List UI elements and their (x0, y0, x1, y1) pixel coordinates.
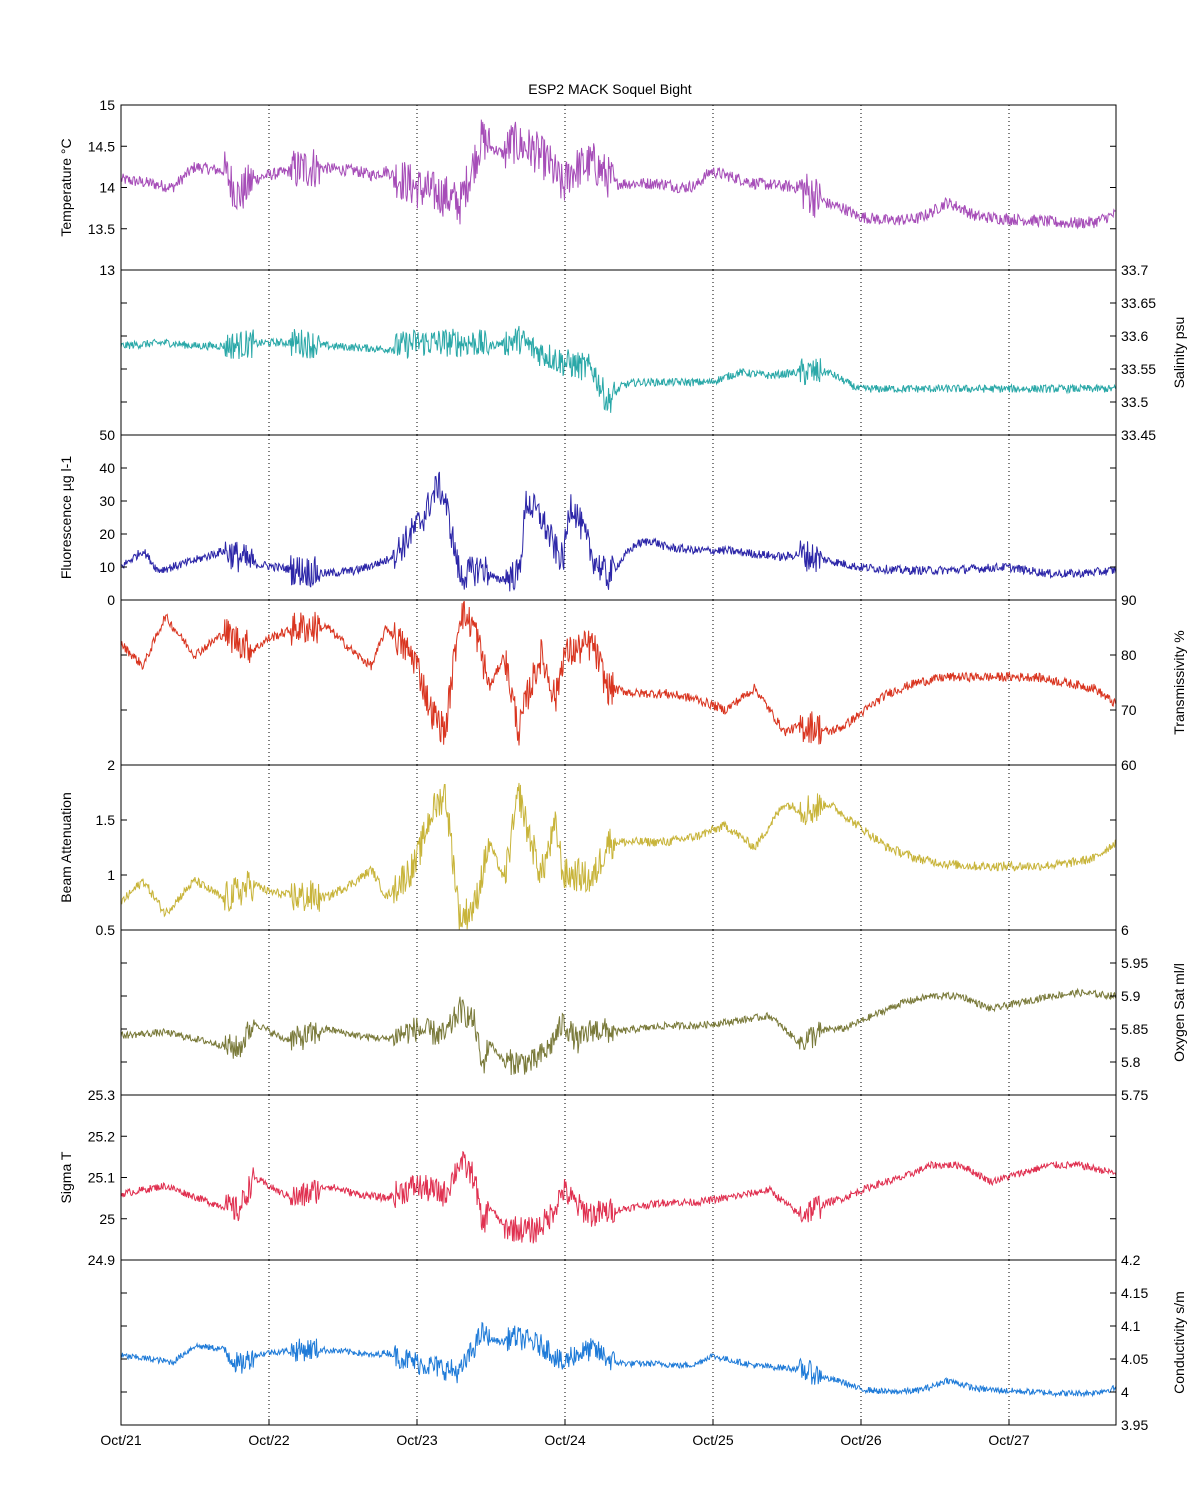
panel-frame (120, 1094, 1117, 1261)
y-axis-label: Oxygen Sat ml/l (1171, 963, 1187, 1062)
y-tick-label: 13.5 (88, 221, 115, 237)
y-tick-label: 15 (99, 97, 115, 113)
series-line-1 (120, 325, 1117, 413)
series-line-4 (120, 782, 1117, 930)
y-tick-label: 80 (1121, 647, 1137, 663)
y-tick-label: 4 (1121, 1384, 1129, 1400)
panel-frame (120, 269, 1117, 436)
x-tick-label: Oct/21 (100, 1432, 141, 1448)
y-tick-label: 70 (1121, 702, 1137, 718)
y-tick-label: 25.1 (88, 1170, 115, 1186)
y-tick-label: 20 (99, 526, 115, 542)
y-tick-label: 33.7 (1121, 262, 1148, 278)
panel-6: 24.9 25 25.1 25.2 25.3 Sigma T (58, 1087, 1117, 1268)
y-axis-label: Transmissivity % (1171, 630, 1187, 735)
panel-2: 0 10 20 30 40 50 Fluorescence µg l-1 (58, 427, 1117, 608)
y-tick-label: 1 (107, 867, 115, 883)
y-tick-label: 14.5 (88, 138, 115, 154)
panel-0: 13 13.5 14 14.5 15 Temperature °C (58, 97, 1117, 278)
y-tick-label: 5.9 (1121, 988, 1141, 1004)
panel-frame (120, 1259, 1117, 1426)
series-line-3 (120, 600, 1117, 746)
y-tick-label: 33.55 (1121, 361, 1156, 377)
y-tick-label: 4.05 (1121, 1351, 1148, 1367)
series-line-6 (120, 1151, 1117, 1244)
y-tick-label: 2 (107, 757, 115, 773)
y-tick-label: 1.5 (96, 812, 116, 828)
y-tick-label: 4.2 (1121, 1252, 1141, 1268)
y-tick-label: 25 (99, 1211, 115, 1227)
series-line-7 (120, 1321, 1117, 1398)
y-tick-label: 25.3 (88, 1087, 115, 1103)
y-tick-label: 30 (99, 493, 115, 509)
y-tick-label: 3.95 (1121, 1417, 1148, 1433)
y-tick-label: 24.9 (88, 1252, 115, 1268)
y-tick-label: 33.45 (1121, 427, 1156, 443)
y-tick-label: 13 (99, 262, 115, 278)
panel-frame (120, 764, 1117, 931)
panel-4: 0.5 1 1.5 2 Beam Attenuation (58, 757, 1117, 938)
x-tick-label: Oct/23 (396, 1432, 437, 1448)
y-axis-label: Fluorescence µg l-1 (58, 456, 74, 579)
panel-5: 5.75 5.8 5.85 5.9 5.95 6 Oxygen Sat ml/l (120, 922, 1187, 1103)
y-tick-label: 60 (1121, 757, 1137, 773)
y-tick-label: 5.75 (1121, 1087, 1148, 1103)
y-tick-label: 33.5 (1121, 394, 1148, 410)
y-tick-label: 10 (99, 559, 115, 575)
y-tick-label: 4.15 (1121, 1285, 1148, 1301)
y-tick-label: 50 (99, 427, 115, 443)
y-axis-label: Sigma T (58, 1151, 74, 1203)
y-tick-label: 5.8 (1121, 1054, 1141, 1070)
x-axis: Oct/21 Oct/22 Oct/23 Oct/24 Oct/25 Oct/26 Oct/… (100, 1419, 1030, 1448)
x-tick-label: Oct/22 (248, 1432, 289, 1448)
y-axis-label: Temperature °C (58, 138, 74, 236)
y-axis-label: Conductivity s/m (1171, 1291, 1187, 1394)
y-tick-label: 5.85 (1121, 1021, 1148, 1037)
series-line-0 (120, 119, 1117, 230)
panel-frame (120, 434, 1117, 601)
y-tick-label: 33.65 (1121, 295, 1156, 311)
panel-frame (120, 599, 1117, 766)
chart-title: ESP2 MACK Soquel Bight (528, 81, 692, 97)
panel-1: 33.45 33.5 33.55 33.6 33.65 33.7 Salinity psu (120, 262, 1187, 443)
x-tick-label: Oct/26 (840, 1432, 881, 1448)
panel-frame (120, 929, 1117, 1096)
y-tick-label: 4.1 (1121, 1318, 1141, 1334)
y-tick-label: 14 (99, 180, 115, 196)
y-tick-label: 25.2 (88, 1128, 115, 1144)
x-tick-label: Oct/27 (988, 1432, 1029, 1448)
y-axis-label: Beam Attenuation (58, 792, 74, 903)
series-line-2 (120, 471, 1117, 592)
y-tick-label: 33.6 (1121, 328, 1148, 344)
y-tick-label: 90 (1121, 592, 1137, 608)
x-tick-label: Oct/25 (692, 1432, 733, 1448)
y-axis-label: Salinity psu (1171, 317, 1187, 389)
y-tick-label: 40 (99, 460, 115, 476)
y-tick-label: 6 (1121, 922, 1129, 938)
y-tick-label: 0 (107, 592, 115, 608)
panel-3: 60 70 80 90 Transmissivity % (120, 592, 1187, 773)
series-line-5 (120, 987, 1117, 1076)
y-tick-label: 0.5 (96, 922, 116, 938)
x-tick-label: Oct/24 (544, 1432, 585, 1448)
panel-7: 3.95 4 4.05 4.1 4.15 4.2 Conductivity s/m (120, 1252, 1187, 1433)
y-tick-label: 5.95 (1121, 955, 1148, 971)
